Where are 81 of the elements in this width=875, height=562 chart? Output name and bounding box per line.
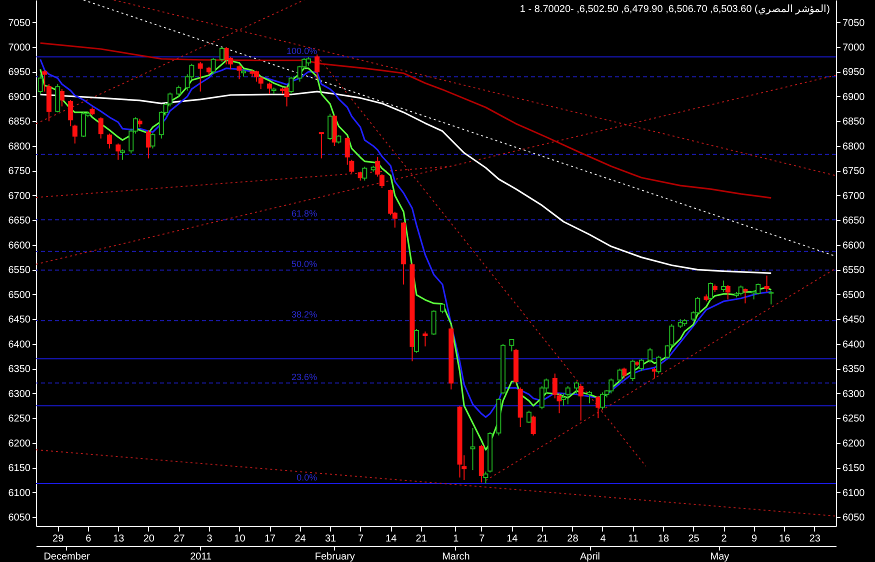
y2-tick-label: 6750 [842,166,866,178]
y2-tick-label: 6700 [842,190,866,202]
x-tick-label: 14 [386,534,398,544]
x2-tick-label: March [442,552,470,562]
y-tick-label: 6100 [8,488,31,499]
y-tick-label: 6550 [8,265,31,276]
y2-tick-label: 6100 [842,488,866,499]
y2-tick-label: 6450 [842,314,866,326]
x-tick-label: 28 [567,534,579,544]
y-tick-label: 6500 [8,290,31,301]
y2-tick-label: 6050 [842,512,866,524]
y-tick-label: 6200 [8,438,31,450]
y2-tick-label: 6550 [842,265,866,276]
y-tick-label: 6750 [8,166,31,178]
y2-tick-label: 6500 [842,290,866,301]
y-tick-label: 6950 [8,67,31,78]
x-tick-label: 23 [809,534,821,544]
x-tick-label: 21 [536,534,548,544]
y2-tick-label: 6650 [842,216,866,227]
x-tick-label: 27 [174,534,186,544]
y2-tick-label: 6900 [842,92,866,103]
y2-tick-label: 6600 [842,240,866,252]
x2-tick-label: 2011 [190,552,212,562]
x-tick-label: 1 [453,534,460,544]
y-tick-label: 6900 [8,92,31,103]
x-tick-label: 20 [143,534,155,544]
y-tick-label: 6600 [8,240,31,252]
y2-tick-label: 7050 [842,18,866,29]
y-tick-label: 6300 [8,388,31,400]
chart-title: 1 - 8.70020- ,6,502.50 ,6,479.90 ,6,506.70 ,6,503.60 (المؤشر المصري) [520,4,830,15]
x-tick-label: 9 [752,534,758,544]
x-tick-label: 18 [658,534,670,544]
x-tick-label: 3 [206,534,213,544]
x-tick-label: 14 [506,534,518,544]
x-tick-label: 13 [113,534,125,544]
y-tick-label: 6400 [8,339,31,350]
y-tick-label: 7000 [8,42,31,54]
x2-tick-label: February [314,552,355,562]
annotation: 23.6% [292,372,318,382]
x-tick-label: 2 [721,534,728,544]
x-tick-label: 31 [324,534,337,544]
x-tick-label: 7 [358,534,364,544]
y-tick-label: 6450 [8,314,31,326]
y2-tick-label: 6300 [842,388,866,400]
y2-tick-label: 6250 [842,414,866,425]
x2-tick-label: December [44,552,90,562]
y-tick-label: 6050 [8,512,31,524]
x-tick-label: 24 [294,534,306,544]
y-tick-label: 6700 [8,190,31,202]
y2-tick-label: 6850 [842,116,866,128]
annotation: 100.0% [286,46,318,56]
y-tick-label: 7050 [8,18,31,29]
annotation: 61.8% [292,208,318,219]
x-tick-label: 25 [688,534,700,544]
x-tick-label: 17 [264,534,276,544]
x-tick-label: 4 [600,534,606,544]
x-tick-label: 7 [479,534,486,544]
x-tick-label: 11 [628,534,639,544]
x-tick-label: 21 [416,534,428,544]
y2-tick-label: 6950 [842,67,866,78]
x2-tick-label: April [580,552,600,562]
y2-tick-label: 6200 [842,438,866,450]
x-tick-label: 16 [779,534,791,544]
y2-tick-label: 6400 [842,339,866,350]
y-tick-label: 6150 [8,463,31,474]
x-tick-label: 29 [52,534,64,544]
annotation: 50.0% [292,259,318,270]
y2-tick-label: 6350 [842,364,866,376]
x-tick-label: 10 [234,534,246,544]
y-tick-label: 6800 [8,141,31,152]
annotation: 38.2% [292,310,318,320]
x-tick-label: 6 [86,534,92,544]
y-tick-label: 6850 [8,116,31,128]
y2-tick-label: 6150 [842,463,866,474]
y2-tick-label: 6800 [842,141,866,152]
y-tick-label: 6350 [8,364,31,376]
y-tick-label: 6250 [8,414,31,425]
annotation: 0.0% [296,472,318,482]
x2-tick-label: May [710,552,730,562]
y2-tick-label: 7000 [842,42,866,54]
y-tick-label: 6650 [8,216,31,227]
